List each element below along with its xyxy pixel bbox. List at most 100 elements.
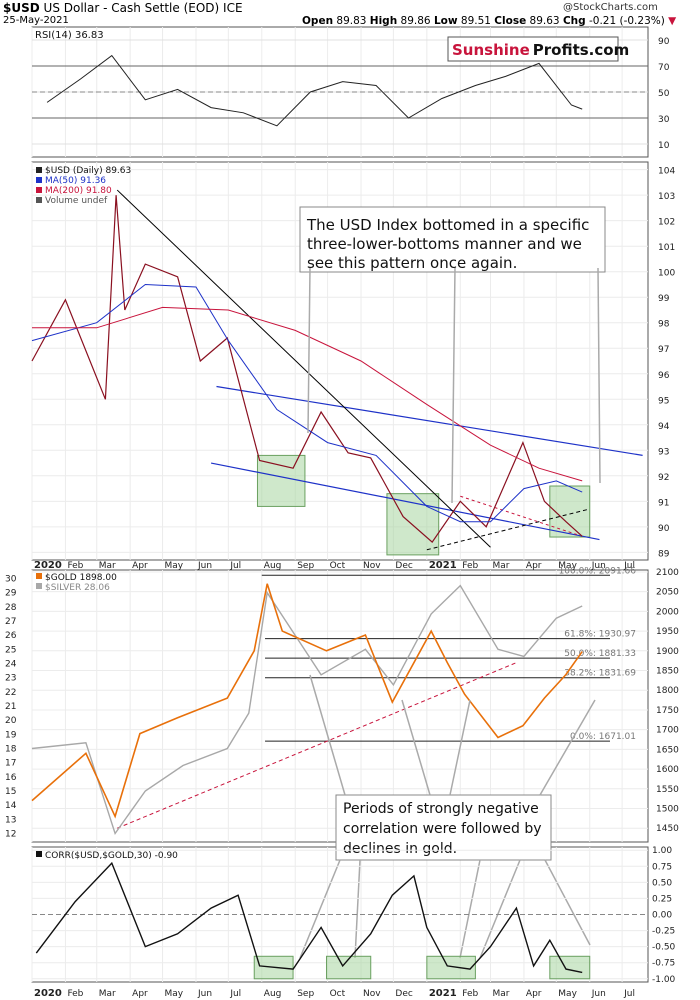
x-tick-label: Jun [197,989,212,999]
silver-tick-label: 18 [5,745,17,755]
gold-annotation-line: correlation were followed by [343,821,542,837]
green-corr-band [549,955,591,980]
x-tick-label: 2020 [34,560,62,571]
gold-tick-label: 1550 [656,785,679,795]
rsi-tick-label: 10 [658,141,670,151]
silver-tick-label: 29 [5,589,17,599]
chart-date: 25-May-2021 [3,15,69,26]
corr-tick-label: 0.00 [652,911,672,921]
silver-legend-swatch [36,583,42,589]
x-tick-label: Apr [526,989,542,999]
rsi-legend: RSI(14) 36.83 [35,30,104,41]
gold-series [31,583,583,819]
x-tick-label: Jun [591,561,606,571]
silver-series [31,584,583,836]
rsi-line [46,54,583,127]
downtrend-line [116,189,491,548]
annotation-pointer [354,859,361,959]
gold-tick-label: 2000 [656,607,679,617]
corr-legend-swatch [36,851,42,857]
gold-tick-label: 1500 [656,804,679,814]
annotation-pointer [544,859,591,946]
silver-tick-label: 13 [5,815,16,825]
silver-tick-label: 26 [5,631,17,641]
x-tick-label: Feb [462,561,478,571]
gold-tick-label: 2100 [656,568,679,578]
x-tick-label: Sep [297,561,314,571]
ohlc-readout: Open 89.83 High 89.86 Low 89.51 Close 89… [302,15,676,27]
symbol: $USD [3,1,40,15]
x-tick-label: Jul [229,561,241,571]
gold-tick-label: 1700 [656,726,679,736]
usd-annotation-line: see this pattern once again. [307,254,517,272]
usd-tick-label: 98 [658,320,670,330]
gold-legend-entry: $GOLD 1898.00 [45,573,117,583]
annotation-pointer [597,267,601,484]
chg-label: Chg [562,15,586,27]
usd-tick-label: 89 [658,549,670,559]
gold-tick-label: 2050 [656,588,679,598]
usd-legend-entry: $USD (Daily) 89.63 [45,166,131,176]
corr-tick-label: -0.50 [652,943,676,953]
silver-legend-entry: $SILVER 28.06 [45,583,110,593]
x-tick-label: Jul [623,561,635,571]
usd-tick-label: 101 [658,243,675,253]
instrument-name: US Dollar - Cash Settle (EOD) [43,1,220,15]
x-tick-label: May [165,561,184,571]
close-value: 89.63 [529,15,560,27]
x-tick-label: Apr [526,561,542,571]
silver-tick-label: 12 [5,830,16,840]
usd-series-ma200 [32,306,583,482]
usd-legend-swatch [36,167,42,173]
corr-legend-entry: CORR($USD,$GOLD,30) -0.90 [45,851,178,861]
fib-label: 0.0%: 1671.01 [570,732,636,742]
x-tick-label: Mar [492,989,509,999]
gold-tick-label: 1850 [656,667,679,677]
usd-annotation: The USD Index bottomed in a specific thre… [306,216,589,272]
gold-annotation-box [335,794,552,861]
gold-tick-label: 1650 [656,745,679,755]
silver-tick-label: 16 [5,773,17,783]
usd-tick-label: 91 [658,498,669,508]
green-corr-band [426,955,476,980]
gold-annotation-line: Periods of strongly negative [343,801,539,817]
x-tick-label: Mar [99,561,116,571]
gold-tick-label: 1950 [656,627,679,637]
x-tick-label: Jun [197,561,212,571]
corr-tick-label: 0.50 [652,878,672,888]
usd-legend-entry: MA(200) 91.80 [45,186,112,196]
silver-tick-label: 28 [5,603,17,613]
x-tick-label: Jul [623,989,635,999]
usd-tick-label: 104 [658,167,675,177]
x-tick-label: Aug [264,989,282,999]
usd-legend-swatch [36,177,42,183]
x-tick-label: Oct [330,989,346,999]
silver-tick-label: 14 [5,801,17,811]
usd-tick-label: 92 [658,473,669,483]
usd-tick-label: 99 [658,294,670,304]
green-corr-band [326,955,372,980]
x-tick-label: Feb [67,561,83,571]
usd-tick-label: 96 [658,371,670,381]
exchange: ICE [223,1,243,15]
usd-legend-swatch [36,197,42,203]
corr-tick-label: -0.75 [652,959,675,969]
stockcharts-watermark: @StockCharts.com [563,2,658,13]
chart-title: $USD US Dollar - Cash Settle (EOD) ICE [3,1,243,15]
green-bottom-box [549,485,591,538]
silver-tick-label: 22 [5,688,16,698]
x-tick-label: Mar [99,989,116,999]
gold-annotation: Periods of strongly negative correlation … [343,801,542,857]
gold-tick-label: 1450 [656,824,679,834]
fib-label: 100.0%: 2091.66 [559,566,637,576]
annotation-pointer [479,859,521,959]
x-tick-label: Oct [330,561,346,571]
corr-tick-label: -1.00 [652,975,676,985]
gold-annotation-line: declines in gold. [343,841,457,857]
x-tick-label: May [558,561,577,571]
x-tick-label: Nov [363,989,381,999]
usd-tick-label: 100 [658,269,675,279]
x-tick-label: Sep [297,989,314,999]
usd-series-ma50 [31,283,583,523]
silver-tick-label: 23 [5,674,16,684]
